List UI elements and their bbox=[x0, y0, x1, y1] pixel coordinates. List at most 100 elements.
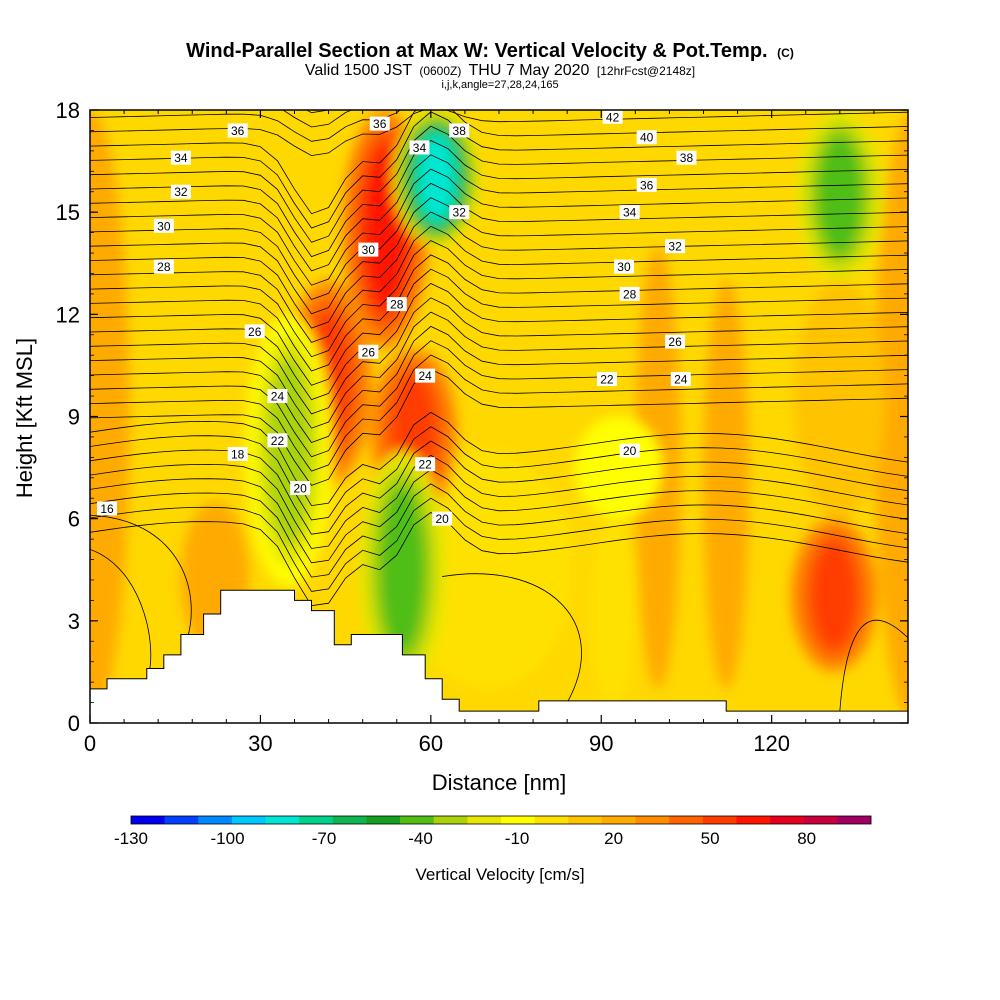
isentrope-3 bbox=[90, 469, 908, 564]
contour-label-text: 26 bbox=[668, 335, 682, 349]
colorbar-tick-label: 20 bbox=[604, 829, 623, 848]
colorbar-swatch bbox=[837, 816, 872, 824]
contour-label-text: 24 bbox=[271, 390, 285, 404]
updraft-core-4-level-2 bbox=[811, 541, 857, 649]
contour-label-text: 22 bbox=[418, 458, 432, 472]
colorbar-swatch bbox=[736, 816, 771, 824]
contour-label-bg bbox=[97, 501, 118, 516]
contour-label-20: 32 bbox=[170, 184, 191, 199]
colorbar-swatch bbox=[635, 816, 670, 824]
contour-label-19: 30 bbox=[613, 259, 634, 274]
plot-area: 16 18 20 20 20 22 22 22 24 24 24 26 26 26 28 28 28 30 30 30… bbox=[90, 110, 908, 723]
isentrope-22 bbox=[90, 168, 908, 286]
contour-label-bg bbox=[602, 110, 623, 124]
contour-label-text: 20 bbox=[436, 512, 450, 526]
contour-label-text: 22 bbox=[271, 434, 285, 448]
contour-label-text: 24 bbox=[674, 373, 688, 387]
contour-label-bg bbox=[449, 205, 470, 220]
contour-label-text: 24 bbox=[418, 369, 432, 383]
terrain bbox=[90, 589, 908, 723]
contour-label-bg bbox=[665, 239, 686, 254]
isentrope-contours bbox=[90, 110, 908, 712]
colorbar-swatch bbox=[669, 816, 704, 824]
chart-subtitle: Valid 1500 JST (0600Z) THU 7 May 2020 [1… bbox=[305, 62, 695, 79]
velocity-band-5 bbox=[794, 280, 886, 519]
contour-label-2: 20 bbox=[290, 481, 311, 496]
velocity-band-3 bbox=[703, 280, 749, 689]
contour-label-bg bbox=[244, 324, 265, 339]
isentrope-8 bbox=[90, 368, 908, 486]
x-tick-label: 120 bbox=[753, 731, 790, 756]
subtitle-date: THU 7 May 2020 bbox=[469, 62, 590, 79]
contour-label-text: 28 bbox=[390, 298, 404, 312]
isentrope-24 bbox=[90, 140, 908, 258]
isentrope-4 bbox=[90, 454, 908, 549]
contour-label-text: 26 bbox=[248, 325, 262, 339]
contour-label-text: 38 bbox=[453, 124, 467, 138]
colorbar-tick-label: -100 bbox=[211, 829, 245, 848]
contour-label-text: 22 bbox=[600, 373, 614, 387]
contour-label-bg bbox=[665, 334, 686, 349]
subtitle-utc: (0600Z) bbox=[419, 64, 461, 78]
contour-label-text: 34 bbox=[623, 206, 637, 220]
contour-label-17: 30 bbox=[153, 218, 174, 233]
isentrope-16 bbox=[90, 254, 908, 372]
contour-label-bg bbox=[267, 389, 288, 404]
chart-title: Wind-Parallel Section at Max W: Vertical… bbox=[186, 40, 794, 62]
isentrope-13 bbox=[90, 297, 908, 415]
contour-label-bg bbox=[369, 116, 390, 131]
contour-label-text: 38 bbox=[680, 151, 694, 165]
low-contour-1 bbox=[90, 514, 192, 642]
contour-label-27: 36 bbox=[369, 116, 390, 131]
contour-label-text: 34 bbox=[413, 141, 427, 155]
contour-label-18: 30 bbox=[358, 242, 379, 257]
isentrope-21 bbox=[90, 182, 908, 300]
downdraft-core-2-level-2 bbox=[379, 486, 425, 654]
isentrope-18 bbox=[90, 225, 908, 343]
y-tick-label: 6 bbox=[68, 507, 80, 532]
contour-label-text: 28 bbox=[157, 260, 171, 274]
contour-label-text: 18 bbox=[231, 447, 245, 461]
colorbar-swatch bbox=[534, 816, 569, 824]
contour-label-6: 22 bbox=[415, 457, 436, 472]
colorbar-swatch bbox=[131, 816, 165, 824]
isentrope-9 bbox=[90, 354, 908, 472]
contour-label-text: 30 bbox=[617, 260, 631, 274]
contour-label-bg bbox=[676, 150, 697, 165]
contour-label-bg bbox=[415, 368, 436, 383]
contour-label-text: 28 bbox=[623, 287, 637, 301]
colorbar-swatch bbox=[433, 816, 468, 824]
x-tick-label: 30 bbox=[248, 731, 272, 756]
contour-label-bg bbox=[227, 123, 248, 138]
contour-label-10: 24 bbox=[670, 372, 691, 387]
contour-label-bg bbox=[170, 184, 191, 199]
isentrope-1 bbox=[90, 497, 908, 592]
subtitle-valid: Valid 1500 JST bbox=[305, 62, 413, 79]
colorbar-swatch bbox=[467, 816, 502, 824]
isentrope-15 bbox=[90, 268, 908, 386]
y-tick-label: 0 bbox=[68, 711, 80, 736]
colorbar-tick-label: 80 bbox=[797, 829, 816, 848]
isentrope-17 bbox=[90, 240, 908, 358]
contour-label-text: 20 bbox=[623, 444, 637, 458]
contour-label-text: 32 bbox=[174, 185, 188, 199]
isentrope-7 bbox=[90, 411, 908, 507]
contour-label-bg bbox=[449, 123, 470, 138]
isentrope-29 bbox=[90, 110, 401, 142]
contour-label-bg bbox=[636, 177, 657, 192]
y-tick-label: 18 bbox=[56, 98, 80, 123]
isentrope-0 bbox=[90, 512, 908, 607]
contour-labels: 16 18 20 20 20 22 22 22 24 24 24 26 26 26 28 28 28 30 30 30… bbox=[97, 110, 697, 526]
isentrope-2 bbox=[90, 483, 908, 578]
velocity-band-4 bbox=[873, 113, 908, 720]
colorbar-label: Vertical Velocity [cm/s] bbox=[415, 865, 584, 884]
colorbar-tick-label: 50 bbox=[701, 829, 720, 848]
low-contour-0 bbox=[90, 548, 152, 679]
contour-label-bg bbox=[636, 130, 657, 145]
contour-label-26: 36 bbox=[227, 123, 248, 138]
contour-label-text: 16 bbox=[100, 502, 114, 516]
colorbar-swatch bbox=[501, 816, 535, 824]
contour-label-5: 22 bbox=[267, 433, 288, 448]
